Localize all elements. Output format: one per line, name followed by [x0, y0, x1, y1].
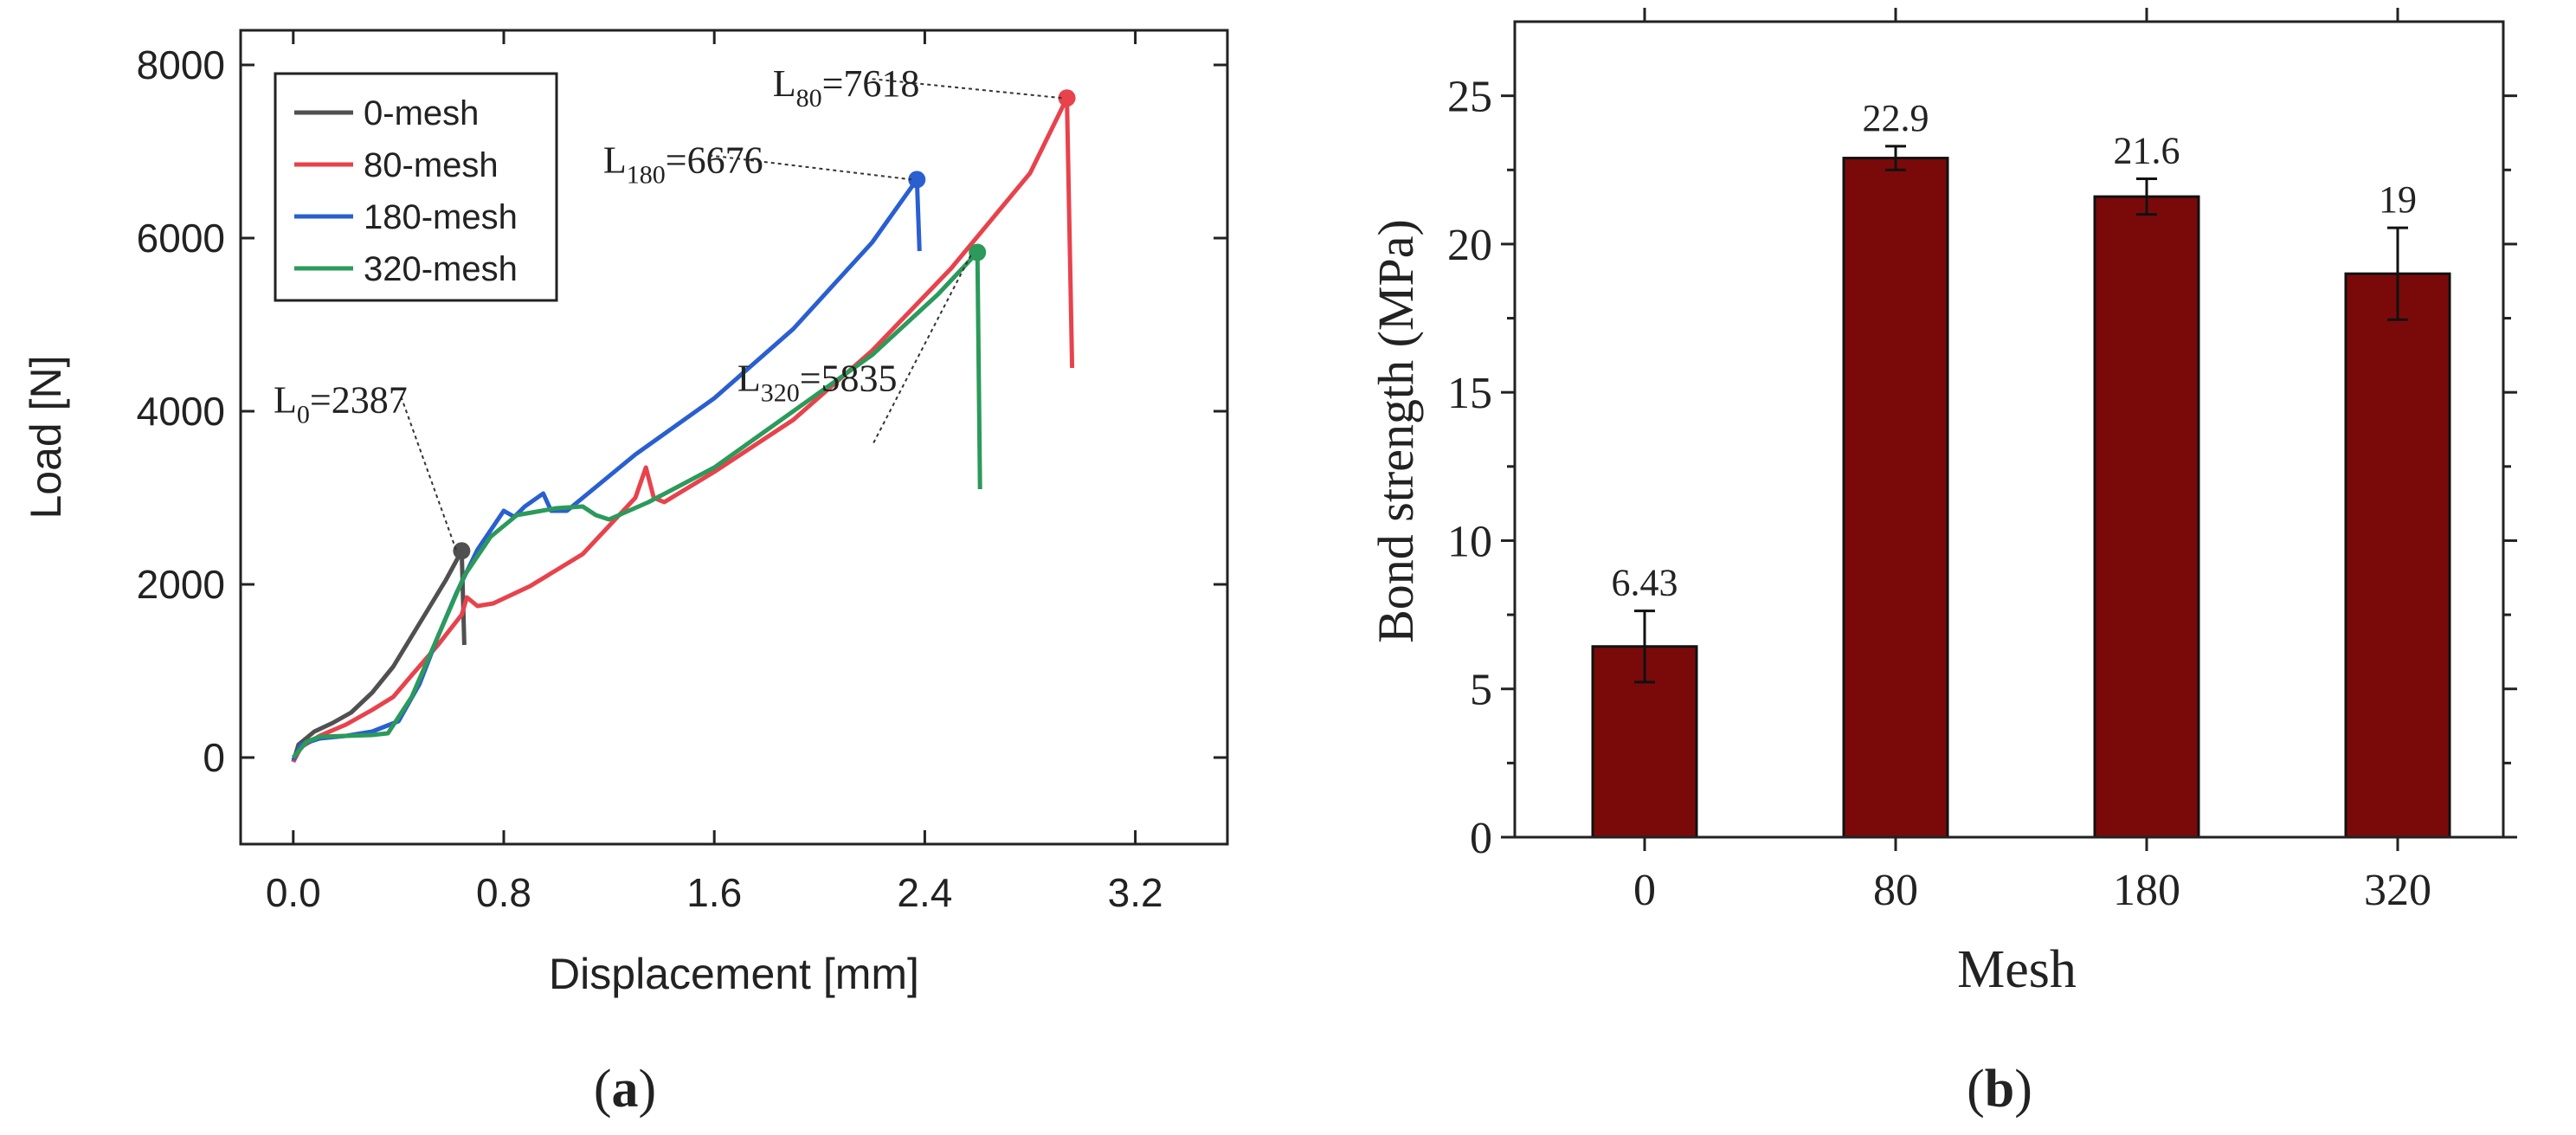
chart-b-xtick-label-0: 0 — [1633, 866, 1656, 915]
chart-b-ticks-group: 0 80 180 320 0 5 10 15 20 25 — [1447, 8, 2517, 915]
series-line-0-mesh — [291, 548, 467, 763]
chart-b-ylabel: Bond strength (MPa) — [1368, 219, 1424, 643]
chart-b-xtick-label-1: 80 — [1873, 866, 1918, 915]
panel-a-letter: a — [612, 1060, 639, 1119]
annotation-value-2: =6676 — [666, 139, 763, 181]
chart-b-xtick-label-2: 180 — [2113, 866, 2180, 915]
annotation-value-3: =5835 — [800, 358, 898, 400]
panel-b-letter: b — [1985, 1060, 2014, 1119]
annotation-3: L320=5835 — [737, 358, 898, 408]
series-line-320-mesh — [291, 250, 982, 759]
chart-a-ylabel: Load [N] — [22, 355, 70, 519]
chart-b-ytick-label-1: 5 — [1470, 666, 1492, 715]
chart-a-legend: 0-mesh 80-mesh 180-mesh 320-mesh — [274, 72, 558, 302]
chart-b-ytick-label-0: 0 — [1470, 814, 1492, 863]
annotation-value-0: =2387 — [310, 378, 408, 421]
annotation-leader-3 — [873, 252, 974, 443]
annotation-value-1: =7618 — [822, 62, 920, 105]
annotation-0: L0=2387 — [274, 378, 408, 429]
peak-marker-180-mesh — [908, 171, 926, 189]
series-line-80-mesh — [291, 95, 1075, 764]
chart-a-ytick-label-2: 4000 — [137, 389, 225, 434]
chart-a-markers-group — [453, 89, 1076, 560]
bar-320 — [2344, 272, 2451, 839]
bond-strength-chart: 0 80 180 320 0 5 10 15 20 25 6.43 22.9 21.6 19 Bond … — [1368, 8, 2517, 1119]
chart-a-xtick-label-1: 0.8 — [476, 870, 531, 915]
panel-a-label: (a) — [594, 1060, 656, 1119]
panel-b-label: (b) — [1967, 1060, 2032, 1119]
legend-label-180-mesh: 180-mesh — [364, 198, 518, 236]
bar-value-label-80: 22.9 — [1863, 97, 1929, 139]
chart-b-ytick-label-5: 25 — [1447, 73, 1492, 122]
chart-b-ytick-label-2: 10 — [1447, 517, 1492, 566]
legend-label-80-mesh: 80-mesh — [364, 146, 499, 184]
chart-a-ticks-group: 0.0 0.8 1.6 2.4 3.2 0 2000 4000 6000 8000 — [137, 30, 1227, 915]
bar-80 — [1842, 157, 1949, 839]
annotation-main-0: L — [274, 378, 297, 421]
chart-a-xtick-label-4: 3.2 — [1108, 870, 1163, 915]
chart-b-xtick-label-3: 320 — [2364, 866, 2431, 915]
annotation-main-3: L — [737, 358, 761, 400]
annotation-1: L80=7618 — [773, 62, 920, 113]
chart-a-ytick-label-1: 2000 — [137, 562, 225, 607]
chart-a-xtick-label-3: 2.4 — [897, 870, 952, 915]
annotation-sub-0: 0 — [297, 400, 310, 429]
annotation-sub-1: 80 — [796, 84, 822, 113]
legend-label-0-mesh: 0-mesh — [364, 94, 479, 132]
peak-marker-80-mesh — [1058, 89, 1076, 107]
peak-marker-0-mesh — [453, 542, 471, 560]
chart-b-ytick-label-4: 20 — [1447, 221, 1492, 270]
peak-marker-320-mesh — [969, 243, 987, 261]
annotation-sub-2: 180 — [627, 160, 666, 189]
chart-b-xlabel: Mesh — [1957, 940, 2077, 999]
chart-a-plot-frame — [239, 29, 1229, 846]
legend-label-320-mesh: 320-mesh — [364, 250, 518, 288]
annotation-2: L180=6676 — [603, 139, 763, 189]
chart-a-xtick-label-2: 1.6 — [686, 870, 742, 915]
chart-b-ytick-label-3: 15 — [1447, 369, 1492, 418]
bar-value-label-180: 21.6 — [2114, 130, 2180, 172]
bar-180 — [2093, 195, 2200, 839]
annotation-main-2: L — [603, 139, 627, 181]
bar-value-label-320: 19 — [2379, 178, 2417, 221]
chart-a-series-group — [291, 95, 1075, 764]
chart-a-ytick-label-0: 0 — [203, 735, 225, 780]
bar-value-label-0: 6.43 — [1612, 562, 1678, 604]
chart-b-bars-group — [1591, 145, 2451, 839]
annotation-sub-3: 320 — [761, 379, 800, 408]
chart-a-ytick-label-4: 8000 — [137, 42, 225, 87]
annotation-main-1: L — [773, 62, 796, 105]
chart-a-ytick-label-3: 6000 — [137, 216, 225, 261]
chart-b-plot-frame — [1513, 20, 2505, 839]
chart-a-xtick-label-0: 0.0 — [266, 870, 321, 915]
chart-b-value-labels-group: 6.43 22.9 21.6 19 — [1612, 97, 2418, 604]
chart-a-xlabel: Displacement [mm] — [549, 950, 919, 998]
